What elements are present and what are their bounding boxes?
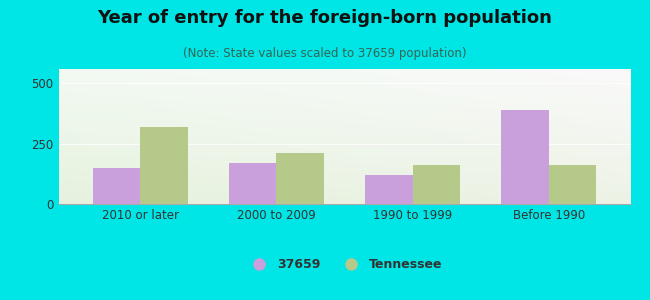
Bar (92, 168, 140, 204)
Bar (140, 127, 188, 204)
Text: (Note: State values scaled to 37659 population): (Note: State values scaled to 37659 popu… (183, 46, 467, 59)
Bar (229, 163, 276, 204)
Bar (501, 110, 549, 204)
Legend: 37659, Tennessee: 37659, Tennessee (242, 253, 447, 276)
Bar (365, 175, 413, 204)
Bar (413, 165, 460, 204)
Bar (276, 153, 324, 204)
Bar (549, 165, 597, 204)
Text: Year of entry for the foreign-born population: Year of entry for the foreign-born popul… (98, 9, 552, 27)
